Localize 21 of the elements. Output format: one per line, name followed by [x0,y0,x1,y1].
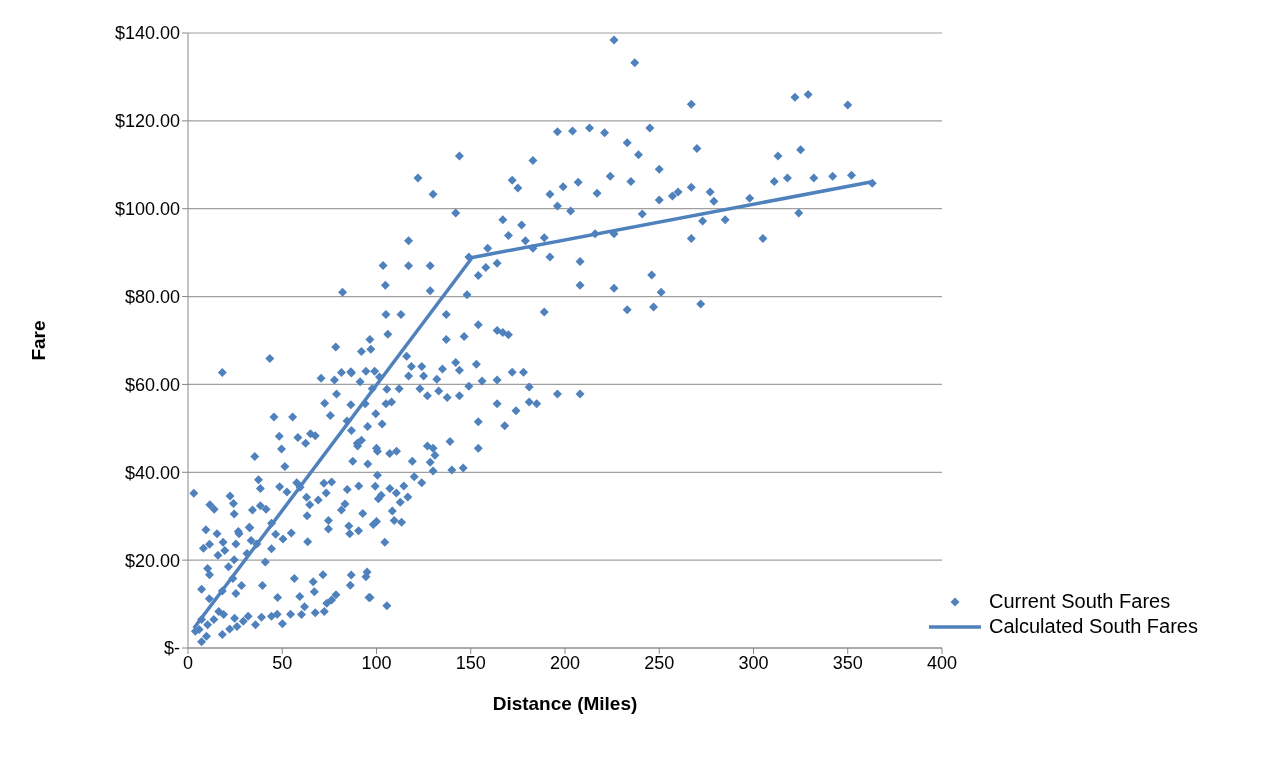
x-tick-label: 350 [832,652,863,673]
y-tick-label: $140.00 [114,23,180,44]
x-tick-label: 0 [182,652,194,673]
y-tick-label: $20.00 [124,550,180,571]
y-tick-label: $120.00 [114,111,180,132]
y-tick-label: $- [163,638,180,659]
x-tick-label: 200 [549,652,581,673]
y-tick-label: $80.00 [124,286,180,307]
x-tick-label: 400 [926,652,958,673]
x-tick-label: 300 [738,652,769,673]
y-tick-label: $60.00 [124,374,180,395]
legend-label: Current South Fares [988,590,1171,613]
legend-label: Calculated South Fares [988,615,1198,638]
x-axis-title: Distance (Miles) [492,693,638,714]
x-tick-label: 250 [644,652,675,673]
x-tick-label: 100 [361,652,392,673]
y-axis-title: Fare [27,320,49,361]
y-tick-label: $40.00 [124,462,180,483]
y-tick-label: $100.00 [114,199,180,220]
x-tick-label: 150 [455,652,486,673]
x-tick-label: 50 [272,652,293,673]
